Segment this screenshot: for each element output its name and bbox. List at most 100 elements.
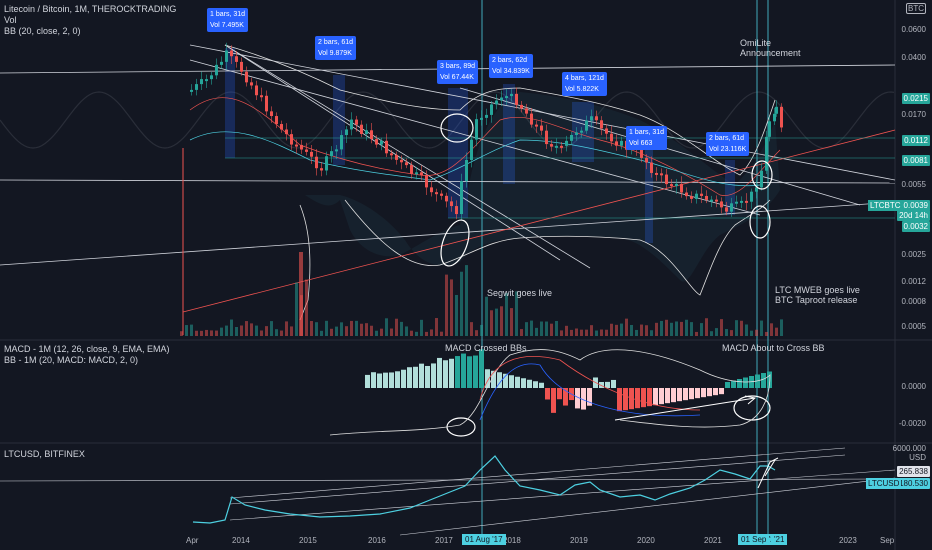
candle-body <box>460 181 463 215</box>
candle-body <box>555 145 558 148</box>
candle-body <box>470 139 473 160</box>
omnilite-line1: OmiLite <box>740 38 772 48</box>
candle-body <box>600 120 603 129</box>
volume-bar <box>760 320 763 336</box>
price-tick: 0.0055 <box>901 180 926 189</box>
tag-line1: 4 bars, 121d <box>565 75 604 82</box>
candle-body <box>450 201 453 207</box>
candle-body <box>465 159 468 182</box>
candle-body <box>560 145 563 148</box>
volume-bar <box>505 292 508 336</box>
macd-title: MACD - 1M (12, 26, close, 9, EMA, EMA) <box>4 344 170 354</box>
candle-body <box>235 56 238 62</box>
currency-label[interactable]: BTC <box>906 3 926 14</box>
volume-bar <box>540 321 543 336</box>
bb-macd-title: BB - 1M (20, MACD: MACD, 2, 0) <box>4 355 139 365</box>
volume-bar <box>750 330 753 336</box>
volume-bar <box>455 294 458 336</box>
ltcusd-price-line[interactable] <box>192 455 776 524</box>
volume-bar <box>740 320 743 336</box>
volume-bar <box>355 320 358 336</box>
range-tag[interactable]: 2 bars, 61d Vol 9.879K <box>315 36 357 60</box>
volume-bar <box>425 331 428 336</box>
macd-legend[interactable]: MACD - 1M (12, 26, close, 9, EMA, EMA) B… <box>4 344 170 366</box>
volume-bar <box>295 282 298 336</box>
ltcusd-legend[interactable]: LTCUSD, BITFINEX <box>4 449 85 460</box>
macd-bar <box>581 388 586 410</box>
volume-bar <box>625 318 628 336</box>
time-tick: 2021 <box>704 536 722 545</box>
candle-body <box>490 104 493 115</box>
volume-bar <box>770 323 773 336</box>
volume-bar <box>615 324 618 336</box>
candle-body <box>605 128 608 134</box>
tag-line1: 3 bars, 89d <box>440 63 476 70</box>
candle-body <box>495 100 498 105</box>
volume-bar <box>475 330 478 336</box>
time-tick: Apr <box>186 536 199 545</box>
candle-body <box>645 157 648 163</box>
macd-bar <box>617 388 622 412</box>
usd-price-box: 265.838 <box>897 466 930 477</box>
range-tag[interactable]: 2 bars, 62d Vol 34.839K <box>489 54 533 78</box>
range-tag[interactable]: 1 bars, 31d Vol 7.495K <box>207 8 249 32</box>
candle-body <box>230 50 233 57</box>
volume-bar <box>400 321 403 336</box>
candle-body <box>505 96 508 99</box>
volume-bar <box>565 325 568 336</box>
candle-body <box>370 130 373 140</box>
range-tag[interactable]: 3 bars, 89d Vol 67.44K <box>437 60 479 84</box>
range-tag[interactable]: 2 bars, 61d Vol 23.116K <box>706 132 750 156</box>
candle-body <box>425 175 428 188</box>
volume-bar <box>450 279 453 336</box>
volume-series <box>180 252 783 336</box>
candle-body <box>300 144 303 150</box>
volume-bar <box>495 308 498 336</box>
candle-body <box>715 199 718 202</box>
tag-line1: 2 bars, 62d <box>492 57 528 64</box>
volume-bar <box>515 291 518 336</box>
volume-bar <box>755 329 758 336</box>
volume-bar <box>485 296 488 336</box>
macd-histogram <box>365 349 772 413</box>
candle-body <box>545 130 548 145</box>
volume-bar <box>305 279 308 336</box>
volume-bar <box>390 328 393 336</box>
ltcusd-badge[interactable]: LTCUSD <box>866 478 902 489</box>
candle-body <box>250 82 253 86</box>
range-tag[interactable]: 4 bars, 121d Vol 5.822K <box>562 72 607 96</box>
macd-bar <box>725 382 730 388</box>
candle-body <box>270 111 273 117</box>
volume-bar <box>210 330 213 336</box>
volume-bar <box>310 320 313 336</box>
countdown-box: 20d 14h <box>897 210 930 221</box>
main-legend[interactable]: Litecoin / Bitcoin, 1M, THEROCKTRADING V… <box>4 4 176 37</box>
volume-bar <box>685 319 688 336</box>
range-tag[interactable]: 1 bars, 31d Vol 663 <box>626 126 668 150</box>
price-tick: 0.0170 <box>901 110 926 119</box>
volume-bar <box>730 330 733 336</box>
macd-bar <box>665 388 670 404</box>
candle-body <box>455 206 458 215</box>
candle-body <box>255 85 258 96</box>
ma-line <box>189 97 781 196</box>
macd-bar <box>515 376 520 388</box>
candle-body <box>580 130 583 133</box>
macd-bar <box>425 365 430 388</box>
candlestick-series[interactable] <box>182 42 783 335</box>
pair-badge[interactable]: LTCBTC <box>868 200 903 211</box>
volume-bar <box>520 329 523 336</box>
price-tick: 0.0005 <box>901 322 926 331</box>
volume-bar <box>705 318 708 336</box>
candle-body <box>200 79 203 85</box>
candle-body <box>680 183 683 193</box>
sep-2021-date-box: 01 Sep '21 <box>738 534 783 545</box>
volume-bar <box>195 330 198 336</box>
macd-bar <box>641 388 646 408</box>
candle-body <box>480 117 483 120</box>
candle-body <box>670 184 673 187</box>
candle-body <box>330 151 333 157</box>
volume-bar <box>595 330 598 336</box>
volume-bar <box>350 320 353 336</box>
